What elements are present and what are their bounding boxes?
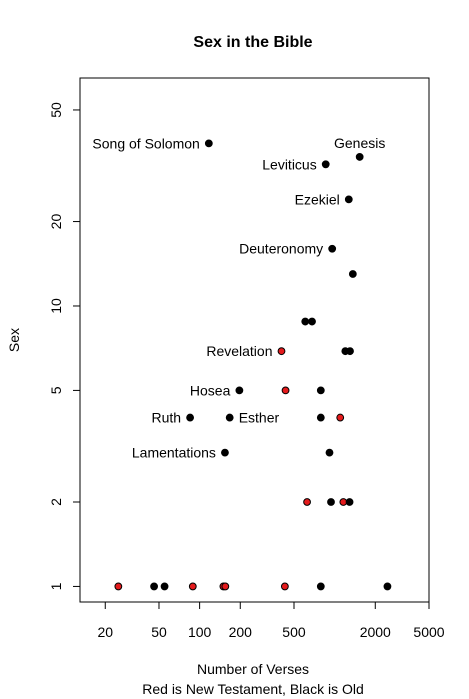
data-point [221, 448, 229, 457]
data-point [221, 582, 230, 591]
y-tick-label: 1 [48, 582, 64, 590]
data-point [316, 413, 325, 422]
point-label: Song of Solomon [92, 135, 199, 151]
data-point [301, 317, 310, 326]
point-label: Esther [239, 410, 280, 426]
data-point [316, 582, 325, 591]
data-point [188, 582, 197, 591]
data-point [114, 582, 123, 591]
data-point [316, 386, 325, 395]
data-point [348, 270, 357, 278]
y-axis: 1 2 5 10 20 50 [48, 102, 80, 590]
data-point [303, 498, 311, 506]
x-axis-label: Number of Verses [197, 661, 309, 677]
data-point [346, 347, 354, 356]
point-labels: Song of Solomon Genesis Leviticus Ezekiel De… [92, 135, 385, 461]
point-label: Revelation [206, 343, 272, 359]
data-point [225, 413, 234, 422]
point-label: Genesis [334, 135, 385, 151]
point-label: Lamentations [132, 445, 216, 461]
x-axis-sublabel: Red is New Testament, Black is Old [142, 681, 364, 697]
data-point [355, 153, 364, 161]
x-tick-label: 500 [282, 624, 306, 640]
x-tick-label: 200 [229, 624, 253, 640]
x-tick-label: 5000 [413, 624, 444, 640]
plot-frame [79, 77, 430, 603]
y-tick-label: 20 [48, 214, 64, 230]
data-point [160, 582, 169, 591]
data-point [344, 195, 353, 204]
data-point [235, 386, 244, 395]
data-point [328, 244, 337, 253]
data-point [325, 448, 334, 457]
data-point [336, 413, 345, 422]
data-point [150, 582, 158, 591]
y-tick-label: 10 [48, 298, 64, 314]
point-label: Leviticus [262, 156, 316, 172]
x-tick-label: 2000 [360, 624, 391, 640]
data-point [204, 139, 213, 148]
data-point [345, 498, 354, 506]
data-point [327, 498, 335, 506]
y-tick-label: 2 [48, 498, 64, 506]
point-label: Hosea [190, 382, 231, 398]
y-axis-label: Sex [6, 328, 22, 352]
point-label: Ruth [152, 410, 182, 426]
data-point [308, 317, 316, 326]
y-tick-label: 50 [48, 102, 64, 118]
data-point [281, 386, 290, 395]
x-tick-label: 100 [188, 624, 212, 640]
chart-title: Sex in the Bible [193, 34, 312, 51]
point-label: Deuteronomy [239, 241, 323, 257]
y-tick-label: 5 [48, 386, 64, 394]
data-point [383, 582, 392, 591]
data-point [186, 413, 194, 422]
data-points [114, 139, 392, 591]
data-point [321, 160, 330, 169]
x-tick-label: 50 [151, 624, 167, 640]
point-label: Ezekiel [295, 191, 340, 207]
data-point [280, 582, 289, 591]
data-point [277, 347, 286, 356]
x-tick-label: 20 [97, 624, 113, 640]
x-axis: 20 50 100 200 500 2000 5000 [97, 602, 445, 640]
